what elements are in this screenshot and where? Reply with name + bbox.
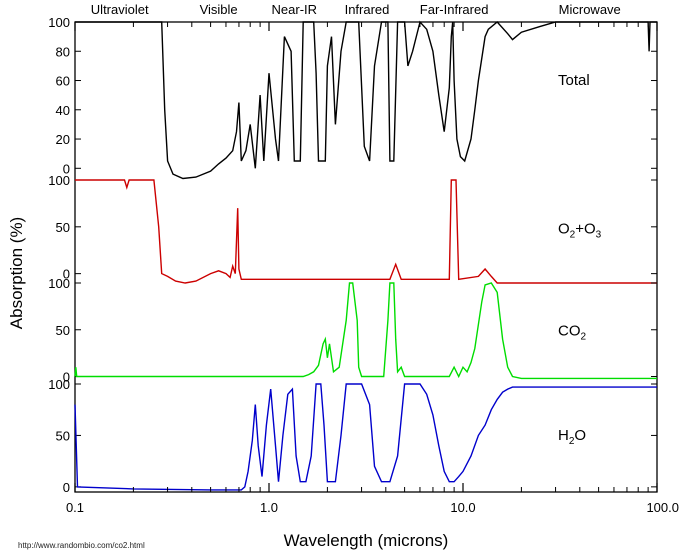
- y-tick-label: 100: [48, 173, 70, 188]
- panel-label-subscript: 2: [581, 332, 587, 343]
- series-line-h2o: [74, 383, 657, 491]
- panel-h2o: 0 50 100 H2O: [48, 377, 657, 495]
- band-label: Far-Infrared: [420, 2, 489, 17]
- y-tick-label: 50: [56, 220, 70, 235]
- band-label: Visible: [200, 2, 238, 17]
- band-labels: Ultraviolet Visible Near-IR Infrared Far-Inf…: [91, 2, 621, 17]
- x-tick-label: 0.1: [66, 500, 84, 515]
- panels: 020406080100Total050100O2+O3050100CO2050…: [48, 15, 657, 495]
- panel-label-text: Total: [558, 72, 590, 89]
- panel-label-text: O: [574, 427, 586, 444]
- panel-label-subscript: 3: [596, 230, 602, 241]
- x-axis: 0.1 1.0 10.0 100.0: [66, 22, 679, 515]
- panel-total: 0 20 40 60 80 100 Total: [48, 15, 657, 180]
- plot-border: [74, 21, 658, 493]
- panel-o2-o3: 0 50 100 O2+O3: [48, 173, 657, 284]
- band-label: Infrared: [345, 2, 390, 17]
- y-axis-label: Absorption (%): [7, 217, 26, 329]
- x-tick-label: 100.0: [646, 500, 679, 515]
- y-tick-label: 0: [63, 480, 70, 495]
- y-tick-label: 0: [63, 161, 70, 176]
- y-tick-label: 0: [63, 267, 70, 282]
- y-tick-label: 100: [48, 276, 70, 291]
- y-tick-label: 40: [56, 103, 70, 118]
- band-label: Ultraviolet: [91, 2, 149, 17]
- y-tick-label: 80: [56, 44, 70, 59]
- y-tick-label: 100: [48, 377, 70, 392]
- y-tick-label: 100: [48, 15, 70, 30]
- panel-label-subscript: 2: [569, 436, 575, 447]
- series-line-o2-o3: [75, 179, 657, 284]
- plot-frame: [74, 21, 658, 493]
- x-tick-label: 10.0: [450, 500, 475, 515]
- panel-label: Total: [558, 72, 590, 89]
- series-line-co2: [74, 282, 657, 380]
- panel-co2: 0 50 100 CO2: [48, 276, 657, 385]
- x-tick-label: 1.0: [260, 500, 278, 515]
- series-line-total: [75, 20, 657, 180]
- panel-label-text: CO: [558, 323, 581, 340]
- y-tick-label: 50: [56, 323, 70, 338]
- source-note: http://www.randombio.com/co2.html: [18, 541, 145, 550]
- y-tick-label: 60: [56, 74, 70, 89]
- y-tick-label: 20: [56, 132, 70, 147]
- band-label: Microwave: [559, 2, 621, 17]
- panel-label-text: H: [558, 427, 569, 444]
- x-axis-label: Wavelength (microns): [284, 531, 449, 550]
- panel-label-text: +O: [575, 221, 595, 238]
- panel-label-text: O: [558, 221, 570, 238]
- panel-label: O2+O3: [558, 221, 602, 241]
- panel-label: H2O: [558, 427, 586, 447]
- band-label: Near-IR: [272, 2, 318, 17]
- panel-label-subscript: 2: [570, 230, 576, 241]
- y-tick-label: 0: [63, 370, 70, 385]
- panel-label: CO2: [558, 323, 587, 343]
- y-tick-label: 50: [56, 428, 70, 443]
